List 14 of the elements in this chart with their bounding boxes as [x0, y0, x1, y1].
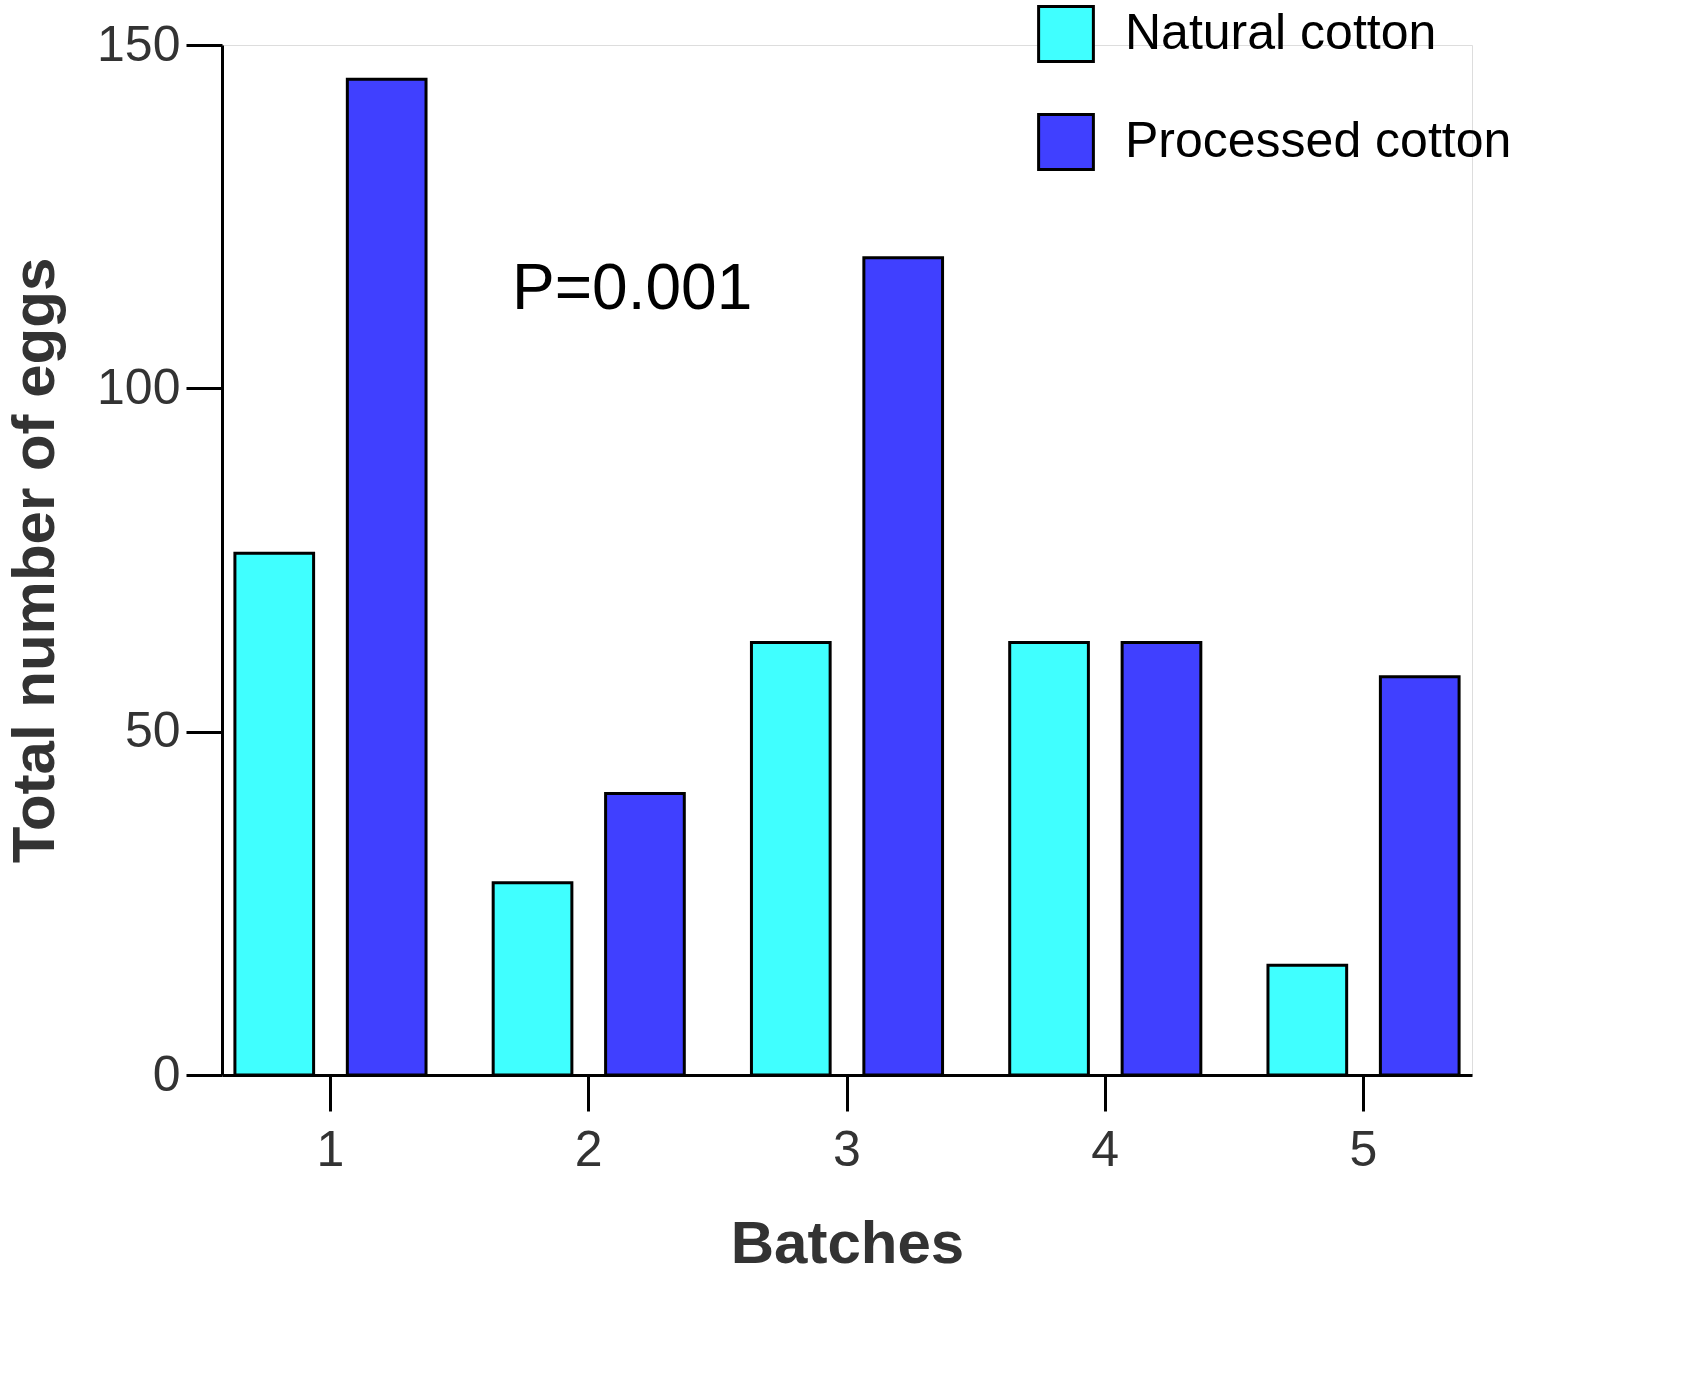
x-axis-title: Batches: [730, 1208, 965, 1276]
x-tick-label: 5: [1349, 1120, 1378, 1177]
y-tick-label: 100: [97, 358, 181, 415]
x-tick-label: 3: [833, 1120, 861, 1177]
y-tick-label: 0: [152, 1045, 181, 1102]
y-tick-label: 150: [97, 15, 181, 72]
x-tick-label: 2: [574, 1120, 603, 1177]
x-tick-label: 4: [1091, 1120, 1120, 1177]
legend-label: Processed cotton: [1125, 112, 1512, 168]
y-axis-title: Total number of eggs: [0, 257, 68, 864]
annotation: P=0.001: [512, 251, 753, 323]
y-tick-label: 50: [124, 702, 181, 759]
x-tick-label: 1: [316, 1120, 345, 1177]
legend-label: Natural cotton: [1125, 4, 1437, 60]
